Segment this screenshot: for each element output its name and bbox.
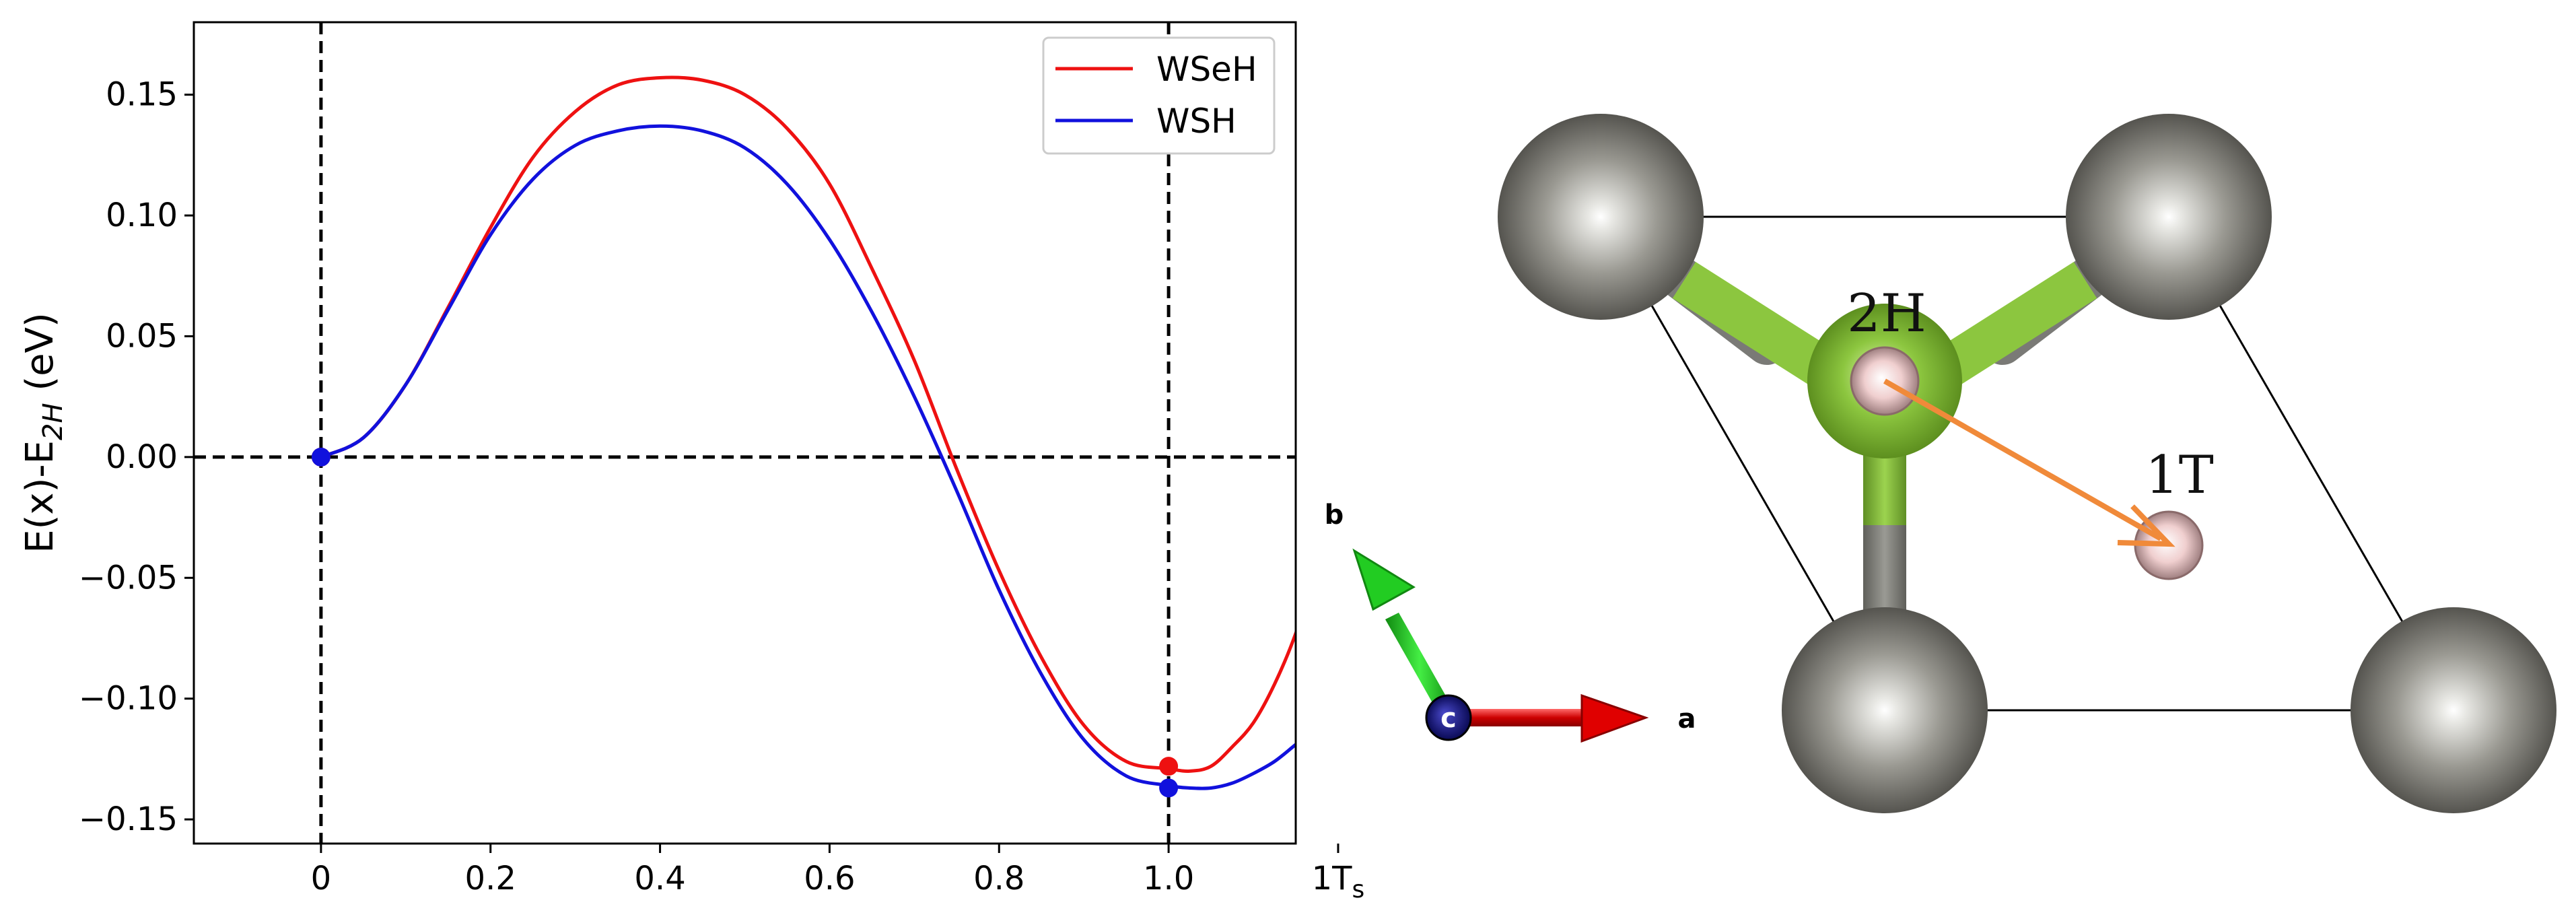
x-tick-label-5: 1.0 <box>1143 860 1194 897</box>
series-point-wsh-0 <box>311 447 330 467</box>
reference-lines <box>194 22 1296 844</box>
tungsten-atom-top-right <box>2066 114 2272 320</box>
y-tick-label-2: 0.05 <box>106 317 178 355</box>
y-tick-label-0: 0.15 <box>106 76 178 114</box>
b-axis-arrow-head <box>1352 548 1416 611</box>
site-label-1t: 1T <box>2145 445 2214 506</box>
x-axis-ticks: 0 0.2 0.4 0.6 0.8 1.0 1Ts <box>311 844 1365 903</box>
energy-chart: 0 0.2 0.4 0.6 0.8 1.0 1Ts 0.15 0.10 0.05 0.00 −0.0… <box>18 21 1365 903</box>
y-tick-label-5: −0.10 <box>79 680 178 718</box>
series-point-wseh-2 <box>1329 474 1348 493</box>
x-tick-label-0: 0 <box>311 860 332 897</box>
y-axis-label-main: E(x)-E <box>18 440 62 553</box>
migration-arrow-head <box>2117 504 2175 547</box>
lattice-axis-triad: c b a <box>1325 500 1696 743</box>
y-tick-label-3: 0.00 <box>106 438 178 476</box>
a-axis-label: a <box>1678 704 1696 734</box>
legend: WSeH WSH <box>1042 36 1276 155</box>
legend-box <box>1042 36 1276 155</box>
b-axis-arrow-shaft <box>1385 613 1454 717</box>
series-line-wsh <box>320 124 1296 790</box>
legend-label-wsh: WSH <box>1156 102 1237 141</box>
y-axis-label-unit: (eV) <box>18 312 62 403</box>
plot-frame <box>193 21 1297 845</box>
y-axis-ticks: 0.15 0.10 0.05 0.00 −0.05 −0.10 −0.15 <box>79 76 194 838</box>
series-layer <box>311 75 1348 798</box>
b-axis-label: b <box>1325 500 1344 531</box>
y-axis-label: E(x)-E2H (eV) <box>18 312 69 553</box>
y-tick-label-6: −0.15 <box>79 800 178 838</box>
x-tick-label-2: 0.4 <box>634 860 685 897</box>
series-point-wsh-1 <box>1159 778 1179 798</box>
tungsten-atom-top-left <box>1498 114 1704 320</box>
c-axis-label: c <box>1440 703 1457 734</box>
x-tick-label-3: 0.6 <box>804 860 855 897</box>
c-axis-dot <box>1425 694 1472 741</box>
x-tick-label-6: 1Ts <box>1312 860 1365 903</box>
x-tick-label-1: 0.2 <box>465 860 516 897</box>
migration-arrow-shaft <box>1883 378 2162 541</box>
x-tick-label-4: 0.8 <box>973 860 1024 897</box>
a-axis-arrow-head <box>1580 693 1649 743</box>
site-label-2h: 2H <box>1847 283 1926 344</box>
y-tick-label-4: −0.05 <box>79 559 178 596</box>
tungsten-atom-bottom-left <box>1782 607 1988 813</box>
series-line-wseh <box>320 75 1296 773</box>
crystal-structure: 2H 1T <box>1498 114 2556 813</box>
series-point-wsh-2 <box>1329 702 1348 720</box>
y-axis-label-sub: 2H <box>38 403 69 440</box>
legend-label-wseh: WSeH <box>1156 50 1257 89</box>
series-point-wseh-1 <box>1159 757 1179 776</box>
tungsten-atom-bottom-right <box>2351 607 2556 813</box>
y-tick-label-1: 0.10 <box>106 197 178 234</box>
